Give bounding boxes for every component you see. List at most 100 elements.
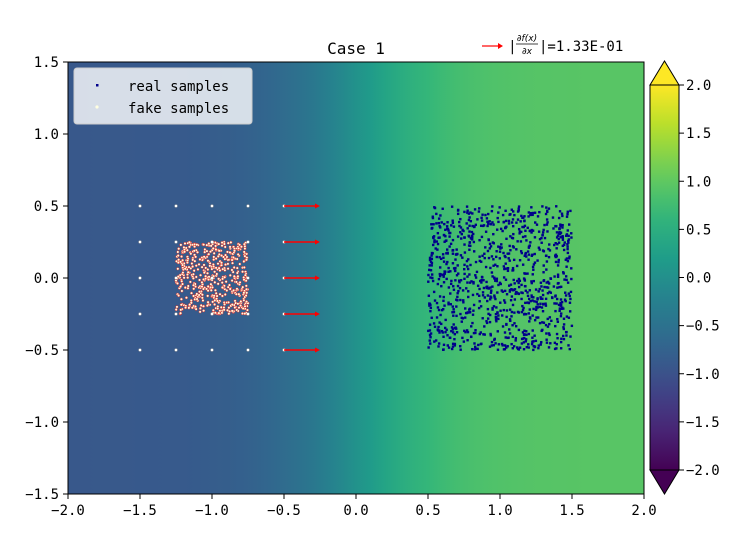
real-sample-point	[526, 250, 530, 253]
real-sample-point	[468, 307, 472, 310]
real-sample-point	[558, 309, 561, 313]
real-sample-point	[533, 334, 536, 337]
fake-sample-point	[230, 258, 234, 262]
real-sample-point	[519, 240, 523, 243]
real-sample-point	[440, 221, 443, 224]
fake-sample-point	[179, 303, 183, 307]
real-sample-point	[451, 311, 454, 314]
real-sample-point	[465, 205, 469, 208]
real-sample-point	[534, 288, 538, 291]
real-sample-point	[464, 311, 468, 315]
legend-marker-fake	[95, 105, 99, 109]
real-sample-point	[498, 257, 501, 260]
real-sample-point	[544, 302, 547, 305]
real-sample-point	[537, 344, 540, 347]
real-sample-point	[526, 291, 529, 294]
real-sample-point	[455, 274, 459, 277]
real-sample-point	[556, 320, 560, 323]
real-sample-point	[532, 345, 535, 348]
real-sample-point	[450, 347, 454, 351]
real-sample-point	[483, 252, 486, 255]
real-sample-point	[535, 300, 538, 304]
real-sample-point	[461, 256, 464, 259]
real-sample-point	[495, 277, 499, 280]
real-sample-point	[482, 224, 486, 227]
real-sample-point	[439, 226, 442, 229]
real-sample-point	[523, 329, 526, 332]
real-sample-point	[496, 265, 499, 268]
real-sample-point	[510, 295, 514, 298]
real-sample-point	[546, 292, 550, 295]
real-sample-point	[568, 294, 571, 298]
fake-sample-point	[180, 282, 185, 286]
real-sample-point	[555, 225, 558, 228]
real-sample-point	[556, 282, 560, 285]
real-sample-point	[471, 347, 474, 351]
real-sample-point	[437, 345, 440, 348]
real-sample-point	[529, 213, 532, 217]
real-sample-point	[465, 222, 468, 225]
real-sample-point	[490, 271, 494, 274]
real-sample-point	[429, 342, 432, 345]
fake-sample-point	[212, 258, 216, 262]
fake-sample-point	[230, 279, 234, 283]
real-sample-point	[512, 232, 515, 236]
fake-sample-point	[235, 266, 239, 270]
fake-sample-point	[221, 267, 225, 271]
fake-sample-point	[201, 287, 205, 291]
real-sample-point	[522, 216, 525, 219]
real-sample-point	[469, 335, 473, 338]
real-sample-point	[522, 333, 526, 336]
real-sample-point	[505, 346, 508, 349]
real-sample-point	[487, 287, 491, 290]
real-sample-point	[563, 278, 566, 281]
real-sample-point	[498, 206, 501, 209]
real-sample-point	[492, 232, 495, 236]
fake-sample-point	[213, 288, 217, 292]
real-sample-point	[431, 216, 435, 220]
gradient-legend-arrowhead	[498, 43, 503, 49]
real-sample-point	[559, 236, 562, 239]
real-sample-point	[537, 346, 540, 350]
fake-sample-point	[206, 289, 210, 293]
real-sample-point	[459, 231, 462, 234]
real-sample-point	[531, 229, 535, 232]
fake-sample-point	[201, 304, 205, 308]
fake-sample-point	[202, 309, 206, 313]
fake-sample-point	[242, 278, 246, 282]
samples-legend-box	[73, 67, 253, 125]
real-sample-point	[557, 303, 561, 307]
fake-sample-point	[217, 277, 221, 281]
real-sample-point	[454, 269, 457, 273]
real-sample-point	[438, 274, 442, 278]
fake-sample-point	[216, 306, 220, 311]
real-sample-point	[546, 280, 550, 284]
real-sample-point	[502, 220, 506, 224]
real-sample-point	[542, 228, 545, 232]
real-sample-point	[545, 341, 549, 344]
real-sample-point	[482, 286, 486, 290]
real-sample-point	[452, 323, 455, 326]
real-sample-point	[496, 216, 499, 220]
real-sample-point	[516, 240, 519, 243]
real-sample-point	[437, 342, 441, 345]
real-sample-point	[471, 321, 474, 325]
real-sample-point	[431, 243, 435, 247]
fake-sample-point	[234, 292, 238, 296]
real-sample-point	[519, 250, 523, 253]
real-sample-point	[535, 307, 538, 310]
real-sample-point	[541, 205, 544, 208]
real-sample-point	[447, 286, 451, 289]
real-sample-point	[566, 229, 569, 232]
real-sample-point	[471, 293, 475, 297]
real-sample-point	[431, 279, 435, 283]
real-sample-point	[539, 281, 543, 284]
fake-sample-point	[198, 306, 202, 310]
real-sample-point	[496, 330, 499, 333]
real-sample-point	[494, 255, 498, 259]
x-axis: −2.0 −1.5 −1.0 −0.5 0.0 0.5 1.0 1.5 2.0	[51, 494, 657, 519]
fake-sample-point	[245, 308, 250, 312]
real-sample-point	[494, 279, 497, 282]
real-sample-point	[486, 224, 489, 228]
fake-sample-point	[202, 255, 206, 259]
